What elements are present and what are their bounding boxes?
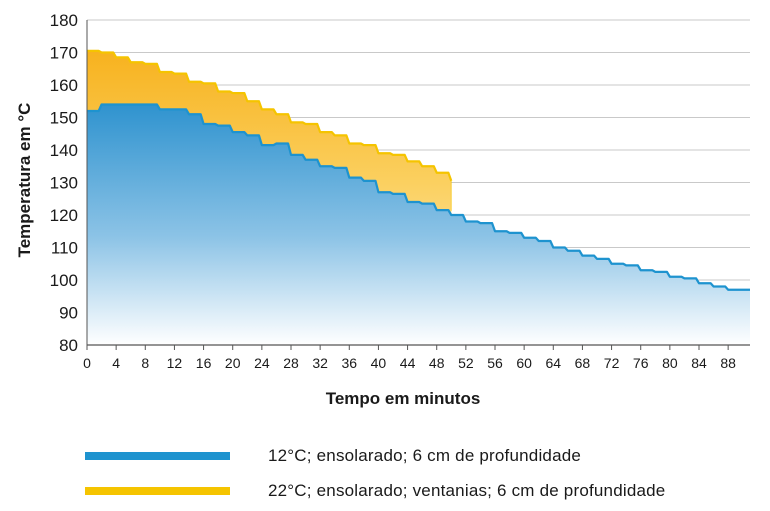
x-tick-label-64: 64	[545, 355, 561, 371]
x-tick-label-88: 88	[720, 355, 736, 371]
series-2-line	[87, 49, 453, 182]
x-tick-label-76: 76	[633, 355, 649, 371]
y-tick-label-150: 150	[50, 109, 78, 128]
axes	[86, 20, 750, 346]
x-tick-label-36: 36	[341, 355, 357, 371]
y-tick-label-120: 120	[50, 206, 78, 225]
x-tick-label-56: 56	[487, 355, 503, 371]
legend-swatch-blue	[85, 452, 230, 460]
y-tick-label-110: 110	[51, 239, 78, 258]
legend-item-series-2: 22°C; ensolarado; ventanias; 6 cm de pro…	[85, 481, 765, 511]
y-tick-label-90: 90	[59, 304, 78, 323]
x-tick-label-16: 16	[196, 355, 212, 371]
x-tick-label-40: 40	[371, 355, 387, 371]
x-tick-label-28: 28	[283, 355, 299, 371]
series-areas	[87, 49, 750, 345]
x-tick-label-4: 4	[112, 355, 120, 371]
y-tick-label-160: 160	[50, 76, 78, 95]
y-tick-label-180: 180	[50, 11, 78, 30]
x-tick-label-68: 68	[575, 355, 591, 371]
x-axis-title: Tempo em minutos	[326, 389, 481, 408]
x-tick-label-0: 0	[83, 355, 91, 371]
legend-item-series-1: 12°C; ensolarado; 6 cm de profundidade	[85, 446, 765, 476]
y-tick-label-80: 80	[59, 336, 78, 355]
x-tick-label-60: 60	[516, 355, 532, 371]
x-tick-label-80: 80	[662, 355, 678, 371]
x-tick-label-12: 12	[167, 355, 183, 371]
x-tick-label-52: 52	[458, 355, 474, 371]
y-tick-label-170: 170	[50, 44, 78, 63]
legend-label-series-2: 22°C; ensolarado; ventanias; 6 cm de pro…	[268, 481, 666, 500]
x-tick-label-72: 72	[604, 355, 620, 371]
tick-labels: 0 4 8 12 16 20 24 28 32 36 40 44 48 52 56 60 64 68 72 76 80 8…	[50, 11, 737, 371]
x-tick-label-20: 20	[225, 355, 241, 371]
x-tick-label-32: 32	[312, 355, 328, 371]
legend-swatch-yellow	[85, 487, 230, 495]
y-tick-label-140: 140	[50, 141, 78, 160]
x-tick-label-44: 44	[400, 355, 416, 371]
x-tick-label-8: 8	[141, 355, 149, 371]
x-tick-label-24: 24	[254, 355, 270, 371]
series-1-line	[87, 103, 750, 291]
x-tick-label-84: 84	[691, 355, 707, 371]
legend-label-series-1: 12°C; ensolarado; 6 cm de profundidade	[268, 446, 582, 465]
y-tick-label-100: 100	[50, 271, 78, 290]
y-tick-label-130: 130	[50, 174, 78, 193]
y-axis-title: Temperatura em °C	[15, 103, 34, 258]
x-tick-label-48: 48	[429, 355, 445, 371]
series-1-area	[87, 104, 750, 345]
